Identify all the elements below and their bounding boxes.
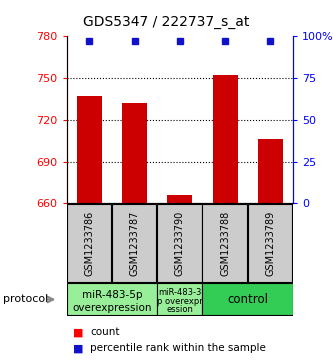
Bar (202, 204, 247, 282)
Bar (213, 75, 237, 203)
Bar (67, 284, 157, 315)
Text: GDS5347 / 222737_s_at: GDS5347 / 222737_s_at (83, 15, 250, 29)
Bar (77, 96, 102, 203)
Bar (122, 103, 147, 203)
Bar (167, 195, 192, 203)
Bar (248, 204, 292, 282)
Text: miR-483-3: miR-483-3 (158, 288, 201, 297)
Text: GSM1233789: GSM1233789 (265, 211, 275, 276)
Bar (258, 139, 283, 203)
Text: overexpression: overexpression (72, 303, 152, 313)
Text: control: control (227, 293, 268, 306)
Text: miR-483-5p: miR-483-5p (82, 290, 142, 299)
Bar (112, 204, 156, 282)
Bar (202, 284, 293, 315)
Bar (157, 284, 202, 315)
Text: GSM1233787: GSM1233787 (130, 211, 140, 276)
Text: GSM1233790: GSM1233790 (175, 211, 185, 276)
Text: count: count (90, 327, 120, 337)
Text: ■: ■ (73, 343, 84, 354)
Text: GSM1233786: GSM1233786 (84, 211, 94, 276)
Text: GSM1233788: GSM1233788 (220, 211, 230, 276)
Text: ■: ■ (73, 327, 84, 337)
Text: protocol: protocol (3, 294, 49, 305)
Bar (67, 204, 111, 282)
Text: percentile rank within the sample: percentile rank within the sample (90, 343, 266, 354)
Text: ession: ession (166, 305, 193, 314)
Bar (157, 204, 201, 282)
Text: p overexpr: p overexpr (157, 297, 203, 306)
